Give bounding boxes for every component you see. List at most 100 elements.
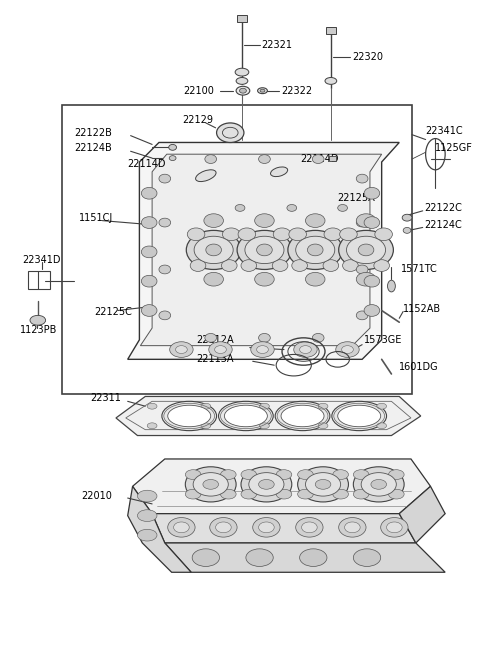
Ellipse shape xyxy=(240,88,246,93)
Ellipse shape xyxy=(258,88,267,93)
Ellipse shape xyxy=(298,470,313,479)
Ellipse shape xyxy=(333,489,348,499)
Ellipse shape xyxy=(190,260,206,271)
Ellipse shape xyxy=(205,334,216,342)
Ellipse shape xyxy=(253,518,280,537)
Ellipse shape xyxy=(187,228,205,241)
Text: 22311: 22311 xyxy=(91,393,121,403)
Text: 22321: 22321 xyxy=(262,40,292,50)
Ellipse shape xyxy=(241,470,257,479)
Ellipse shape xyxy=(169,156,176,161)
Ellipse shape xyxy=(298,489,313,499)
Ellipse shape xyxy=(364,275,380,287)
Text: 22122B: 22122B xyxy=(74,128,112,138)
Polygon shape xyxy=(399,487,445,543)
Ellipse shape xyxy=(159,311,171,320)
Polygon shape xyxy=(152,514,416,543)
Ellipse shape xyxy=(371,479,386,489)
Ellipse shape xyxy=(386,522,402,533)
Ellipse shape xyxy=(237,230,292,269)
Ellipse shape xyxy=(224,405,267,427)
Ellipse shape xyxy=(241,260,257,271)
Text: 1152AB: 1152AB xyxy=(403,304,441,314)
Ellipse shape xyxy=(300,549,327,567)
Text: 1571TC: 1571TC xyxy=(401,264,438,275)
Ellipse shape xyxy=(246,549,273,567)
Ellipse shape xyxy=(318,423,328,429)
Ellipse shape xyxy=(241,489,257,499)
Ellipse shape xyxy=(220,470,236,479)
Ellipse shape xyxy=(273,228,291,241)
Ellipse shape xyxy=(276,470,292,479)
Text: 1601DG: 1601DG xyxy=(399,362,439,372)
Ellipse shape xyxy=(205,155,216,164)
Ellipse shape xyxy=(356,272,376,286)
Ellipse shape xyxy=(159,174,171,183)
Ellipse shape xyxy=(162,401,216,431)
Ellipse shape xyxy=(272,260,288,271)
Ellipse shape xyxy=(364,187,380,199)
Ellipse shape xyxy=(260,423,269,429)
Ellipse shape xyxy=(209,342,232,357)
Ellipse shape xyxy=(203,479,218,489)
Ellipse shape xyxy=(402,214,412,221)
Text: 22122C: 22122C xyxy=(425,203,463,213)
Ellipse shape xyxy=(356,218,368,227)
Ellipse shape xyxy=(296,236,335,263)
Ellipse shape xyxy=(236,77,248,84)
Ellipse shape xyxy=(281,405,324,427)
Ellipse shape xyxy=(257,346,268,354)
Ellipse shape xyxy=(185,489,201,499)
Ellipse shape xyxy=(142,187,157,199)
Ellipse shape xyxy=(147,423,157,429)
Ellipse shape xyxy=(185,467,236,502)
Ellipse shape xyxy=(403,228,411,233)
Ellipse shape xyxy=(235,205,245,211)
Ellipse shape xyxy=(358,244,374,256)
Ellipse shape xyxy=(142,246,157,258)
Ellipse shape xyxy=(206,244,221,256)
Text: 1573GE: 1573GE xyxy=(364,335,402,345)
Ellipse shape xyxy=(142,275,157,287)
Ellipse shape xyxy=(255,272,274,286)
Ellipse shape xyxy=(260,403,269,409)
Ellipse shape xyxy=(259,479,274,489)
Ellipse shape xyxy=(186,230,241,269)
Text: 22125A: 22125A xyxy=(338,193,375,203)
Bar xyxy=(62,105,412,393)
Ellipse shape xyxy=(347,236,385,263)
Ellipse shape xyxy=(315,479,331,489)
Ellipse shape xyxy=(338,405,381,427)
Ellipse shape xyxy=(251,342,274,357)
Text: 22320: 22320 xyxy=(352,52,384,62)
Ellipse shape xyxy=(236,86,250,95)
Ellipse shape xyxy=(276,489,292,499)
Text: 22124C: 22124C xyxy=(425,220,462,230)
Polygon shape xyxy=(128,142,399,359)
Ellipse shape xyxy=(364,246,380,258)
Ellipse shape xyxy=(353,467,404,502)
Ellipse shape xyxy=(238,228,256,241)
Ellipse shape xyxy=(361,473,396,496)
Text: 22322: 22322 xyxy=(281,85,312,96)
Text: 22124B: 22124B xyxy=(74,144,112,154)
Ellipse shape xyxy=(170,342,193,357)
Text: 22129: 22129 xyxy=(182,115,214,125)
Ellipse shape xyxy=(312,334,324,342)
Ellipse shape xyxy=(289,228,306,241)
Ellipse shape xyxy=(377,423,386,429)
Ellipse shape xyxy=(356,265,368,274)
Ellipse shape xyxy=(356,214,376,228)
Ellipse shape xyxy=(292,260,307,271)
Ellipse shape xyxy=(374,260,389,271)
Ellipse shape xyxy=(388,470,404,479)
Ellipse shape xyxy=(294,342,317,357)
Ellipse shape xyxy=(137,491,157,502)
Ellipse shape xyxy=(324,228,342,241)
Ellipse shape xyxy=(338,205,348,211)
Text: 22112A: 22112A xyxy=(196,335,234,345)
Ellipse shape xyxy=(193,473,228,496)
Ellipse shape xyxy=(204,214,223,228)
Ellipse shape xyxy=(339,518,366,537)
Ellipse shape xyxy=(201,403,211,409)
